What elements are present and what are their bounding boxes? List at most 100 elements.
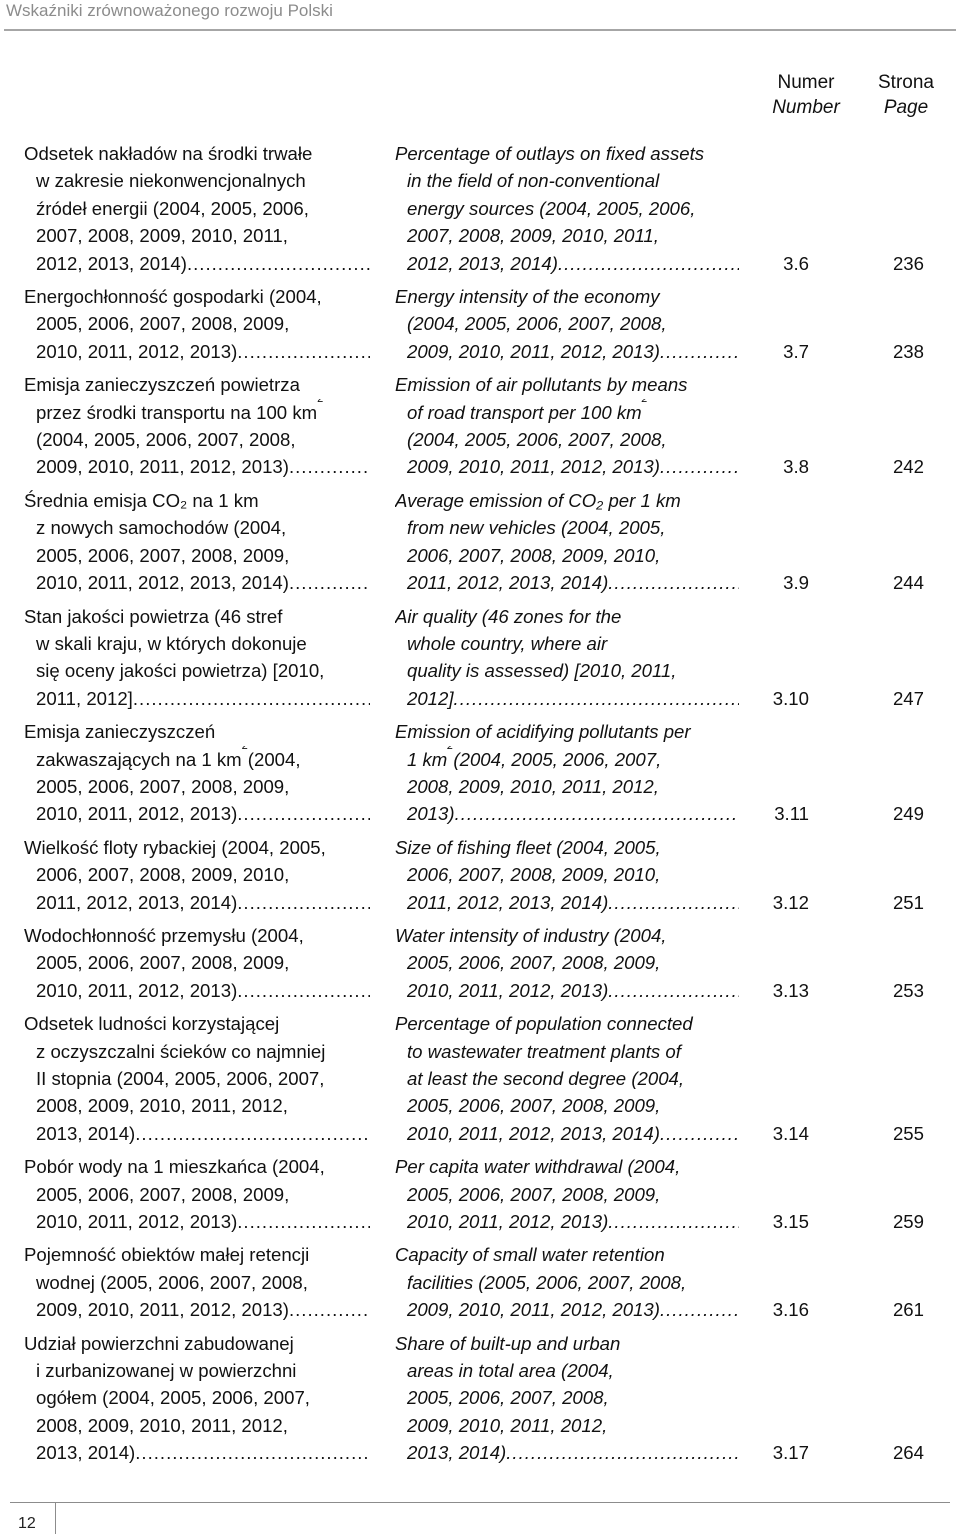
toc-entry-line: II stopnia (2004, 2005, 2006, 2007,: [24, 1065, 370, 1092]
toc-entry-text: at least the second degree (2004,: [407, 1068, 685, 1089]
toc-entry-title-pl: Energochłonność gospodarki (2004, 2005, 2…: [24, 283, 370, 365]
toc-entry-text-tail: (2004, 2005, 2006, 2007,: [453, 748, 662, 770]
toc-entry-line: 2012, 2013, 2014): [395, 250, 739, 277]
toc-entry-line: Udział powierzchni zabudowanej: [24, 1330, 370, 1357]
toc-entry-text: Share of built-up and urban: [395, 1332, 621, 1354]
toc-entry-text: Percentage of population connected: [395, 1013, 693, 1035]
toc-entry-text: Emission of air pollutants by means: [395, 374, 688, 396]
toc-entry-text: from new vehicles (2004, 2005,: [407, 517, 666, 539]
toc-entry-line: 2009, 2010, 2011, 2012, 2013): [24, 1296, 370, 1323]
toc-leader-dots: [455, 800, 739, 827]
toc-entry-page: 238: [892, 340, 924, 362]
toc-entry-line: Energy intensity of the economy: [395, 283, 739, 310]
toc-entry-text: in the field of non-conventional: [407, 170, 660, 192]
toc-entry-line: Pobór wody na 1 mieszkańca (2004,: [24, 1153, 370, 1180]
toc-entry-text: 2010, 2011, 2012, 2013): [36, 979, 238, 1001]
toc-entry-text: 2005, 2006, 2007, 2008, 2009,: [407, 1183, 661, 1205]
toc-entry[interactable]: Energochłonność gospodarki (2004, 2005, 2…: [0, 283, 960, 365]
toc-entry-line: Odsetek nakładów na środki trwałe: [24, 140, 370, 167]
toc-entry-line: Pojemność obiektów małej retencji: [24, 1241, 370, 1268]
toc-entry-title-en: Emission of air pollutants by means of ro…: [395, 371, 739, 481]
toc-entry-text: Air quality (46 zones for the: [395, 605, 622, 627]
toc-leader-dots: [289, 1296, 370, 1323]
toc-entry[interactable]: Odsetek ludności korzystającej z oczyszcz…: [0, 1010, 960, 1147]
toc-entry-text: 2011, 2012, 2013, 2014): [407, 572, 609, 594]
toc-entry-line: 2010, 2011, 2012, 2013): [24, 977, 370, 1004]
toc-entry[interactable]: Średnia emisja CO₂ na 1 km z nowych samoc…: [0, 487, 960, 597]
toc-entry-text: 2012, 2013, 2014): [407, 252, 558, 274]
toc-entry-text: 2013, 2014): [36, 1442, 136, 1464]
toc-entry-text: 2008, 2009, 2010, 2011, 2012,: [36, 1095, 288, 1117]
toc-entry-title-en: Percentage of outlays on fixed assets in …: [395, 140, 739, 277]
toc-leader-dots: [237, 889, 370, 916]
toc-entry-line: w zakresie niekonwencjonalnych: [24, 167, 370, 194]
toc-entry[interactable]: Emisja zanieczyszczeń powietrza przez śro…: [0, 371, 960, 481]
toc-entry-text: 2008, 2009, 2010, 2011, 2012,: [36, 1414, 288, 1436]
toc-entry-line: Water intensity of industry (2004,: [395, 922, 739, 949]
toc-entry-text: (2004, 2005, 2006, 2007, 2008,: [407, 313, 667, 335]
toc-entry-text: 2013, 2014): [36, 1122, 136, 1144]
toc-entry[interactable]: Udział powierzchni zabudowanej i zurbaniz…: [0, 1330, 960, 1467]
toc-entry-line: 2005, 2006, 2007, 2008, 2009,: [395, 1181, 739, 1208]
toc-entry-line: Energochłonność gospodarki (2004,: [24, 283, 370, 310]
toc-entry-number: 3.11: [774, 803, 809, 825]
toc-entry-number: 3.15: [772, 1211, 809, 1233]
toc-entry-number: 3.16: [772, 1299, 809, 1321]
toc-entry-page: 259: [892, 1211, 924, 1233]
toc-entry-text: 2005, 2006, 2007, 2008, 2009,: [36, 1183, 290, 1205]
toc-entry-number: 3.13: [772, 979, 809, 1001]
toc-entry-line: z nowych samochodów (2004,: [24, 514, 370, 541]
toc-entry-text: 2011, 2012]: [36, 687, 133, 709]
toc-entry[interactable]: Stan jakości powietrza (46 stref w skali …: [0, 603, 960, 713]
toc-entry-line: 2010, 2011, 2012, 2013): [395, 977, 739, 1004]
toc-leader-dots: [558, 250, 739, 277]
toc-entry-line: Percentage of population connected: [395, 1010, 739, 1037]
toc-entry-text: Emission of acidifying pollutants per: [395, 721, 691, 743]
toc-entry-title-en: Percentage of population connected to was…: [395, 1010, 739, 1147]
toc-entry-line: 2007, 2008, 2009, 2010, 2011,: [395, 222, 739, 249]
toc-entry[interactable]: Emisja zanieczyszczeń zakwaszających na 1…: [0, 718, 960, 828]
toc-entry-title-en: Size of fishing fleet (2004, 2005, 2006, …: [395, 834, 739, 916]
toc-entry-text: w zakresie niekonwencjonalnych: [36, 170, 306, 192]
toc-entry-line: Percentage of outlays on fixed assets: [395, 140, 739, 167]
toc-entry-line: Stan jakości powietrza (46 stref: [24, 603, 370, 630]
toc-entry-title-en: Energy intensity of the economy (2004, 20…: [395, 283, 739, 365]
toc-entry[interactable]: Pojemność obiektów małej retencji wodnej …: [0, 1241, 960, 1323]
toc-entry-line: 2005, 2006, 2007, 2008, 2009,: [24, 542, 370, 569]
toc-entry-line: 2010, 2011, 2012, 2013, 2014): [24, 569, 370, 596]
toc-entry-line: 2007, 2008, 2009, 2010, 2011,: [24, 222, 370, 249]
toc-entry-line: from new vehicles (2004, 2005,: [395, 514, 739, 541]
toc-entry-line: whole country, where air: [395, 630, 739, 657]
toc-entry-line: Emission of acidifying pollutants per: [395, 718, 739, 745]
toc-entry-line: 2005, 2006, 2007, 2008, 2009,: [395, 1092, 739, 1119]
toc-entry-text: to wastewater treatment plants of: [407, 1040, 681, 1062]
header-divider: [4, 29, 956, 31]
toc-entry-page: 264: [892, 1442, 924, 1464]
toc-entry[interactable]: Wielkość floty rybackiej (2004, 2005, 200…: [0, 834, 960, 916]
footer-divider: [10, 1502, 950, 1503]
toc-entry-line: 2006, 2007, 2008, 2009, 2010,: [24, 861, 370, 888]
toc-entry-page: 251: [892, 891, 924, 913]
toc-entry-text: 2009, 2010, 2011, 2012, 2013): [36, 456, 289, 478]
toc-entry-text: Energochłonność gospodarki (2004,: [24, 286, 322, 308]
toc-leader-dots: [237, 800, 370, 827]
toc-entry-line: at least the second degree (2004,: [395, 1065, 739, 1092]
toc-entry[interactable]: Odsetek nakładów na środki trwałe w zakre…: [0, 140, 960, 277]
toc-entry-text: 2006, 2007, 2008, 2009, 2010,: [407, 544, 661, 566]
toc-entry-line: 2012]: [395, 685, 739, 712]
toc-entry-line: 2011, 2012, 2013, 2014): [24, 889, 370, 916]
toc-entry-superscript: 2: [641, 398, 648, 405]
toc-entry-text: 2008, 2009, 2010, 2011, 2012,: [407, 775, 659, 797]
toc-entry-title-pl: Emisja zanieczyszczeń zakwaszających na 1…: [24, 718, 370, 828]
toc-leader-dots: [289, 453, 370, 480]
toc-entry-text: Odsetek nakładów na środki trwałe: [24, 143, 313, 164]
toc-entry[interactable]: Pobór wody na 1 mieszkańca (2004, 2005, 2…: [0, 1153, 960, 1235]
toc-entry-line: 2013, 2014): [395, 1439, 739, 1466]
toc-entry-page: 255: [892, 1122, 924, 1144]
toc-entry-text: Water intensity of industry (2004,: [395, 924, 667, 946]
toc-entry-text: quality is assessed) [2010, 2011,: [407, 660, 677, 682]
toc-entry-line: 2010, 2011, 2012, 2013): [24, 1208, 370, 1235]
column-header-page-en: Page: [883, 97, 929, 118]
toc-entry-text: z nowych samochodów (2004,: [36, 517, 287, 539]
toc-entry[interactable]: Wodochłonność przemysłu (2004, 2005, 2006…: [0, 922, 960, 1004]
